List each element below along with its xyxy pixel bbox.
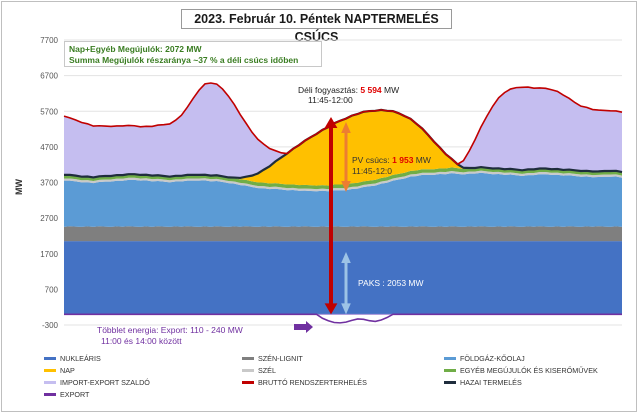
- arrow-paks-head-bottom: [341, 303, 351, 315]
- paks-label: PAKS : 2053 MW: [358, 278, 424, 288]
- arrow-pv-head-bottom: [341, 181, 351, 192]
- arrow-pv-head-top: [341, 122, 351, 133]
- annotation-arrows: [294, 117, 351, 333]
- y-tick-label: 3700: [40, 179, 58, 188]
- area-nukle-ris: [64, 241, 622, 315]
- load-time: 11:45-12:00: [308, 95, 353, 105]
- surplus-line-2: 11:00 és 14:00 között: [101, 336, 182, 346]
- renewables-note-line-1: Nap+Egyéb Megújulók: 2072 MW: [69, 44, 202, 54]
- line-brutto-rendszerterheles: [63, 82, 623, 166]
- renewables-note-line-2: Summa Megújulók részaránya ~37 % a déli …: [69, 55, 299, 65]
- y-tick-label: 4700: [40, 143, 58, 152]
- y-tick-label: 6700: [40, 72, 58, 81]
- load-label: Déli fogyasztás: 5 594 MW: [298, 85, 399, 95]
- y-tick-label: 700: [45, 285, 59, 294]
- area-f-ldg-z-k-olaj: [64, 172, 622, 227]
- pv-label: PV csúcs: 1 953 MW: [352, 155, 431, 165]
- stacked-areas: [64, 82, 622, 315]
- area-sz-n-lignit: [64, 226, 622, 242]
- y-tick-label: -300: [42, 321, 59, 330]
- y-tick-label: 1700: [40, 250, 58, 259]
- area-nap: [64, 109, 622, 186]
- surplus-line-1: Többlet energia: Export: 110 - 240 MW: [97, 325, 243, 335]
- line-series: [63, 82, 623, 324]
- arrow-paks-head-top: [341, 252, 351, 263]
- y-tick-label: 7700: [40, 36, 58, 45]
- arrow-export: [294, 321, 313, 333]
- y-axis: -300 700 1700 2700 3700 4700 5700 6700 7700: [40, 36, 58, 330]
- y-axis-label: MW: [14, 179, 24, 195]
- area-sz-l: [64, 170, 622, 192]
- pv-time: 11:45-12:0: [352, 166, 392, 176]
- arrow-load-head-bottom: [324, 303, 338, 315]
- renewables-note: Nap+Egyéb Megújulók: 2072 MW Summa Megúj…: [64, 41, 322, 67]
- area-import-export-szald: [64, 82, 622, 178]
- y-tick-label: 5700: [40, 107, 58, 116]
- y-tick-label: 2700: [40, 214, 58, 223]
- arrow-load-head-top: [324, 117, 338, 128]
- line-export: [64, 313, 622, 324]
